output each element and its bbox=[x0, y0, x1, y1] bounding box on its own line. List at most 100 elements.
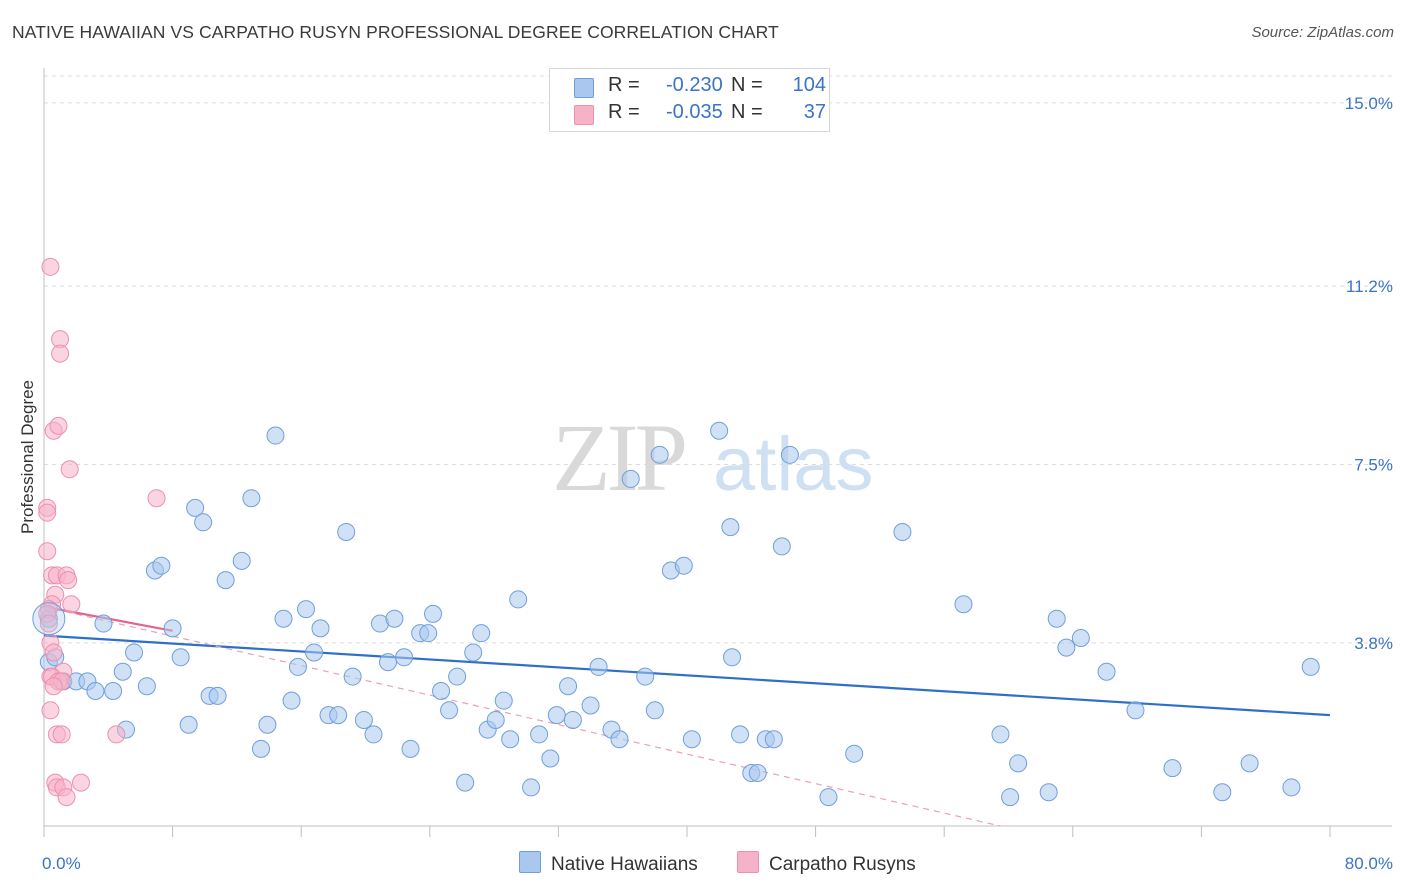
native-hawaiian-point bbox=[472, 624, 491, 643]
native-hawaiian-point bbox=[86, 682, 105, 701]
native-hawaiian-point bbox=[1047, 609, 1066, 628]
carpatho-rusyn-point bbox=[49, 416, 68, 435]
native-hawaiian-point bbox=[464, 643, 483, 662]
native-hawaiian-point bbox=[636, 667, 655, 686]
native-hawaiian-point bbox=[440, 701, 459, 720]
carpatho-rusyn-point bbox=[39, 614, 58, 633]
x-tick-label-min: 0.0% bbox=[42, 854, 81, 873]
native-hawaiian-point bbox=[780, 445, 799, 464]
series-swatch-native-hawaiians bbox=[519, 851, 541, 873]
carpatho-rusyn-point bbox=[38, 503, 57, 522]
native-hawaiian-point bbox=[401, 739, 420, 758]
native-hawaiian-point bbox=[541, 749, 560, 768]
native-hawaiian-point bbox=[1213, 783, 1232, 802]
native-hawaiian-point bbox=[343, 667, 362, 686]
native-hawaiian-point bbox=[819, 788, 838, 807]
carpatho-rusyn-point bbox=[57, 788, 76, 807]
native-hawaiian-point bbox=[954, 595, 973, 614]
native-hawaiian-point bbox=[710, 421, 729, 440]
native-hawaiian-point bbox=[764, 730, 783, 749]
native-hawaiian-point bbox=[621, 469, 640, 488]
native-hawaiian-point bbox=[509, 590, 528, 609]
native-hawaiian-trendline bbox=[43, 634, 1331, 717]
watermark-atlas: atlas bbox=[713, 422, 874, 507]
native-hawaiian-point bbox=[113, 662, 132, 681]
native-hawaiian-point bbox=[419, 624, 438, 643]
carpatho-rusyn-trendline-extended bbox=[43, 606, 1001, 827]
native-hawaiian-point bbox=[522, 778, 541, 797]
native-hawaiian-point bbox=[179, 715, 198, 734]
native-hawaiian-point bbox=[501, 730, 520, 749]
native-hawaiian-point bbox=[645, 701, 664, 720]
native-hawaiian-point bbox=[494, 691, 513, 710]
series-legend-carpatho-rusyns: Carpatho Rusyns bbox=[737, 851, 916, 876]
native-hawaiian-cluster-point bbox=[32, 602, 66, 636]
native-hawaiian-point bbox=[748, 763, 767, 782]
legend-r-value: -0.230 bbox=[666, 74, 723, 96]
native-hawaiian-point bbox=[893, 522, 912, 541]
carpatho-rusyn-point bbox=[59, 571, 78, 590]
native-hawaiian-point bbox=[329, 706, 348, 725]
native-hawaiian-point bbox=[721, 518, 740, 537]
native-hawaiian-point bbox=[252, 739, 271, 758]
native-hawaiian-point bbox=[547, 706, 566, 725]
native-hawaiian-point bbox=[674, 556, 693, 575]
native-hawaiian-point bbox=[258, 715, 277, 734]
native-hawaiian-point bbox=[845, 744, 864, 763]
y-tick-label: 15.0% bbox=[1345, 94, 1393, 113]
correlation-legend: R = -0.230 N = 104 R = -0.035 N = 37 bbox=[549, 68, 830, 132]
legend-r-value: -0.035 bbox=[666, 101, 723, 123]
legend-r-label: R = bbox=[608, 74, 640, 96]
native-hawaiian-point bbox=[581, 696, 600, 715]
native-hawaiian-point bbox=[395, 648, 414, 667]
series-label-carpatho-rusyns: Carpatho Rusyns bbox=[769, 854, 916, 875]
native-hawaiian-point bbox=[379, 653, 398, 672]
native-hawaiian-point bbox=[94, 614, 113, 633]
points-layer bbox=[32, 257, 1320, 807]
carpatho-rusyn-point bbox=[107, 725, 126, 744]
native-hawaiian-point bbox=[1001, 788, 1020, 807]
native-hawaiian-point bbox=[486, 710, 505, 729]
carpatho-rusyn-point bbox=[44, 643, 63, 662]
native-hawaiian-point bbox=[305, 643, 324, 662]
native-hawaiian-point bbox=[682, 730, 701, 749]
carpatho-rusyn-point bbox=[44, 677, 63, 696]
native-hawaiian-point bbox=[530, 725, 549, 744]
series-label-native-hawaiians: Native Hawaiians bbox=[551, 854, 698, 875]
series-legend-native-hawaiians: Native Hawaiians bbox=[519, 851, 698, 876]
native-hawaiian-point bbox=[448, 667, 467, 686]
native-hawaiian-point bbox=[1126, 701, 1145, 720]
native-hawaiian-point bbox=[559, 677, 578, 696]
axis-layer bbox=[43, 68, 1392, 837]
native-hawaiian-point bbox=[137, 677, 156, 696]
native-hawaiian-point bbox=[337, 522, 356, 541]
native-hawaiian-point bbox=[991, 725, 1010, 744]
legend-swatch-carpatho-rusyns bbox=[574, 105, 594, 125]
y-tick-label: 11.2% bbox=[1346, 277, 1393, 296]
native-hawaiian-point bbox=[152, 556, 171, 575]
native-hawaiian-point bbox=[1071, 629, 1090, 647]
native-hawaiian-point bbox=[1097, 662, 1116, 681]
native-hawaiian-point bbox=[288, 657, 307, 676]
carpatho-rusyn-point bbox=[147, 489, 166, 508]
y-axis-label: Professional Degree bbox=[18, 380, 37, 534]
native-hawaiian-point bbox=[1163, 759, 1182, 778]
carpatho-rusyn-point bbox=[52, 725, 71, 744]
native-hawaiian-point bbox=[1057, 638, 1076, 657]
native-hawaiian-point bbox=[104, 682, 123, 701]
native-hawaiian-point bbox=[208, 686, 227, 705]
carpatho-rusyn-point bbox=[62, 595, 81, 614]
native-hawaiian-point bbox=[311, 619, 330, 638]
series-swatch-carpatho-rusyns bbox=[737, 851, 759, 873]
carpatho-rusyn-point bbox=[51, 344, 70, 363]
native-hawaiian-point bbox=[589, 657, 608, 676]
native-hawaiian-point bbox=[242, 489, 261, 508]
native-hawaiian-point bbox=[772, 537, 791, 556]
native-hawaiian-point bbox=[385, 609, 404, 628]
legend-n-label: N = bbox=[731, 74, 763, 96]
native-hawaiian-point bbox=[610, 730, 629, 749]
native-hawaiian-point bbox=[266, 426, 285, 445]
source-label: Source: ZipAtlas.com bbox=[1251, 24, 1394, 41]
native-hawaiian-point bbox=[424, 604, 443, 623]
native-hawaiian-point bbox=[282, 691, 301, 710]
